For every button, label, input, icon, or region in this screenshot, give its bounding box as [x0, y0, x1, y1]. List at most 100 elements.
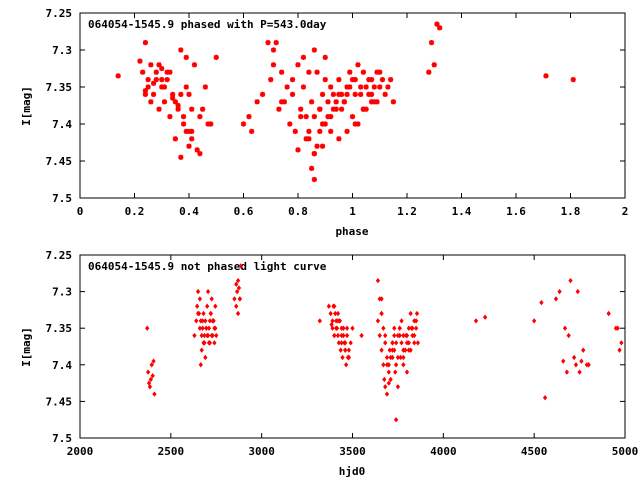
phased-data-point [156, 62, 162, 68]
phased-data-point [325, 99, 331, 105]
phased-data-point [360, 69, 366, 75]
unphased-x-tick-label: 4500 [521, 445, 548, 458]
phased-y-tick-label: 7.45 [46, 155, 73, 168]
phased-data-point [172, 99, 178, 105]
phased-data-point [371, 99, 377, 105]
unphased-y-tick-label: 7.4 [52, 359, 72, 372]
phased-data-point [368, 77, 375, 83]
unphased-chart-title: 064054-1545.9 not phased light curve [88, 260, 327, 273]
unphased-ticks: 2000 2500 3000 3500 4000 4500 5000 7.25 7.3 7.35 7… [46, 249, 639, 458]
unphased-data-point [341, 332, 346, 339]
phased-data-point [344, 128, 350, 134]
phased-data-point [270, 62, 277, 68]
unphased-data-point [348, 340, 353, 346]
phased-data-point [178, 154, 184, 160]
phased-data-point [164, 69, 170, 75]
phased-data-point [339, 106, 345, 112]
unphased-x-tick-label: 4000 [430, 445, 457, 458]
unphased-data-point [383, 340, 388, 346]
unphased-data-point [198, 362, 203, 368]
unphased-data-point [335, 310, 341, 317]
unphased-data-point [237, 296, 243, 302]
unphased-data-point [346, 347, 352, 353]
unphased-data-point [203, 354, 208, 361]
phased-data-point [319, 121, 326, 127]
phased-data-point [347, 69, 353, 75]
unphased-data-point [384, 362, 390, 368]
unphased-data-point [413, 325, 419, 331]
unphased-data-point [192, 332, 197, 339]
unphased-y-tick-label: 7.25 [46, 249, 73, 262]
phased-data-point [298, 114, 304, 120]
phased-data-point [178, 47, 184, 53]
phased-data-point [161, 84, 168, 90]
phased-data-point [309, 99, 315, 105]
unphased-data-point [412, 340, 417, 346]
unphased-data-point [199, 347, 204, 353]
phased-data-point [249, 128, 255, 134]
phased-y-tick-label: 7.4 [52, 118, 72, 131]
unphased-data-point [202, 332, 207, 339]
unphased-data-point [332, 303, 337, 309]
unphased-data-point [201, 340, 206, 346]
unphased-data-point [393, 369, 398, 375]
phased-data-point [197, 114, 203, 120]
unphased-y-tick-label: 7.5 [52, 432, 72, 445]
phased-data-point [437, 25, 443, 31]
phased-data-point [314, 69, 320, 75]
unphased-x-tick-label: 2000 [67, 445, 94, 458]
phased-data-point [191, 62, 198, 68]
unphased-data-point [350, 325, 355, 331]
unphased-data-point [235, 310, 241, 317]
phased-data-point [137, 58, 143, 64]
unphased-data-point [575, 288, 580, 295]
phased-data-point [328, 114, 334, 120]
phased-data-point [164, 77, 170, 83]
phased-data-point [303, 136, 309, 142]
phased-data-point [159, 65, 165, 72]
phased-data-point [159, 77, 165, 83]
phased-data-point [194, 147, 200, 153]
phased-data-point [347, 84, 353, 90]
unphased-data-point [234, 303, 239, 309]
unphased-plot-frame [79, 254, 626, 439]
phased-data-point [289, 77, 296, 83]
unphased-data-point [195, 310, 201, 317]
phased-data-point [328, 84, 334, 90]
phased-y-tick-label: 7.25 [46, 7, 73, 20]
phased-data-point [273, 40, 279, 46]
phased-data-point [159, 84, 165, 90]
phased-data-point [431, 62, 437, 68]
phased-data-point [388, 77, 394, 83]
phased-data-point [377, 69, 383, 75]
unphased-data-point [384, 354, 390, 361]
unphased-data-point [401, 347, 406, 353]
phased-data-point [570, 77, 576, 83]
unphased-points [145, 263, 624, 423]
unphased-data-point [390, 340, 395, 346]
phased-x-tick-label: 0.2 [125, 205, 145, 218]
phased-data-point [368, 99, 375, 105]
phased-x-tick-label: 0 [77, 205, 84, 218]
phased-data-point [284, 84, 290, 90]
phased-data-point [339, 91, 345, 97]
phased-data-point [333, 99, 339, 105]
unphased-data-point [204, 325, 209, 331]
unphased-data-point [335, 318, 341, 324]
unphased-data-point [482, 314, 488, 320]
phased-data-point [377, 84, 383, 90]
unphased-x-tick-label: 3500 [339, 445, 366, 458]
phased-data-point [311, 114, 317, 120]
unphased-data-point [334, 325, 339, 331]
phased-data-point [360, 106, 366, 112]
unphased-y-tick-label: 7.3 [52, 286, 72, 299]
unphased-data-point [201, 310, 206, 317]
unphased-data-point [553, 296, 559, 302]
unphased-data-point [234, 288, 240, 295]
phased-data-point [385, 84, 391, 90]
phased-data-point [382, 91, 388, 97]
unphased-data-point [564, 369, 570, 375]
unphased-data-point [573, 362, 579, 368]
phased-data-point [428, 40, 435, 46]
phased-data-point [200, 106, 206, 112]
